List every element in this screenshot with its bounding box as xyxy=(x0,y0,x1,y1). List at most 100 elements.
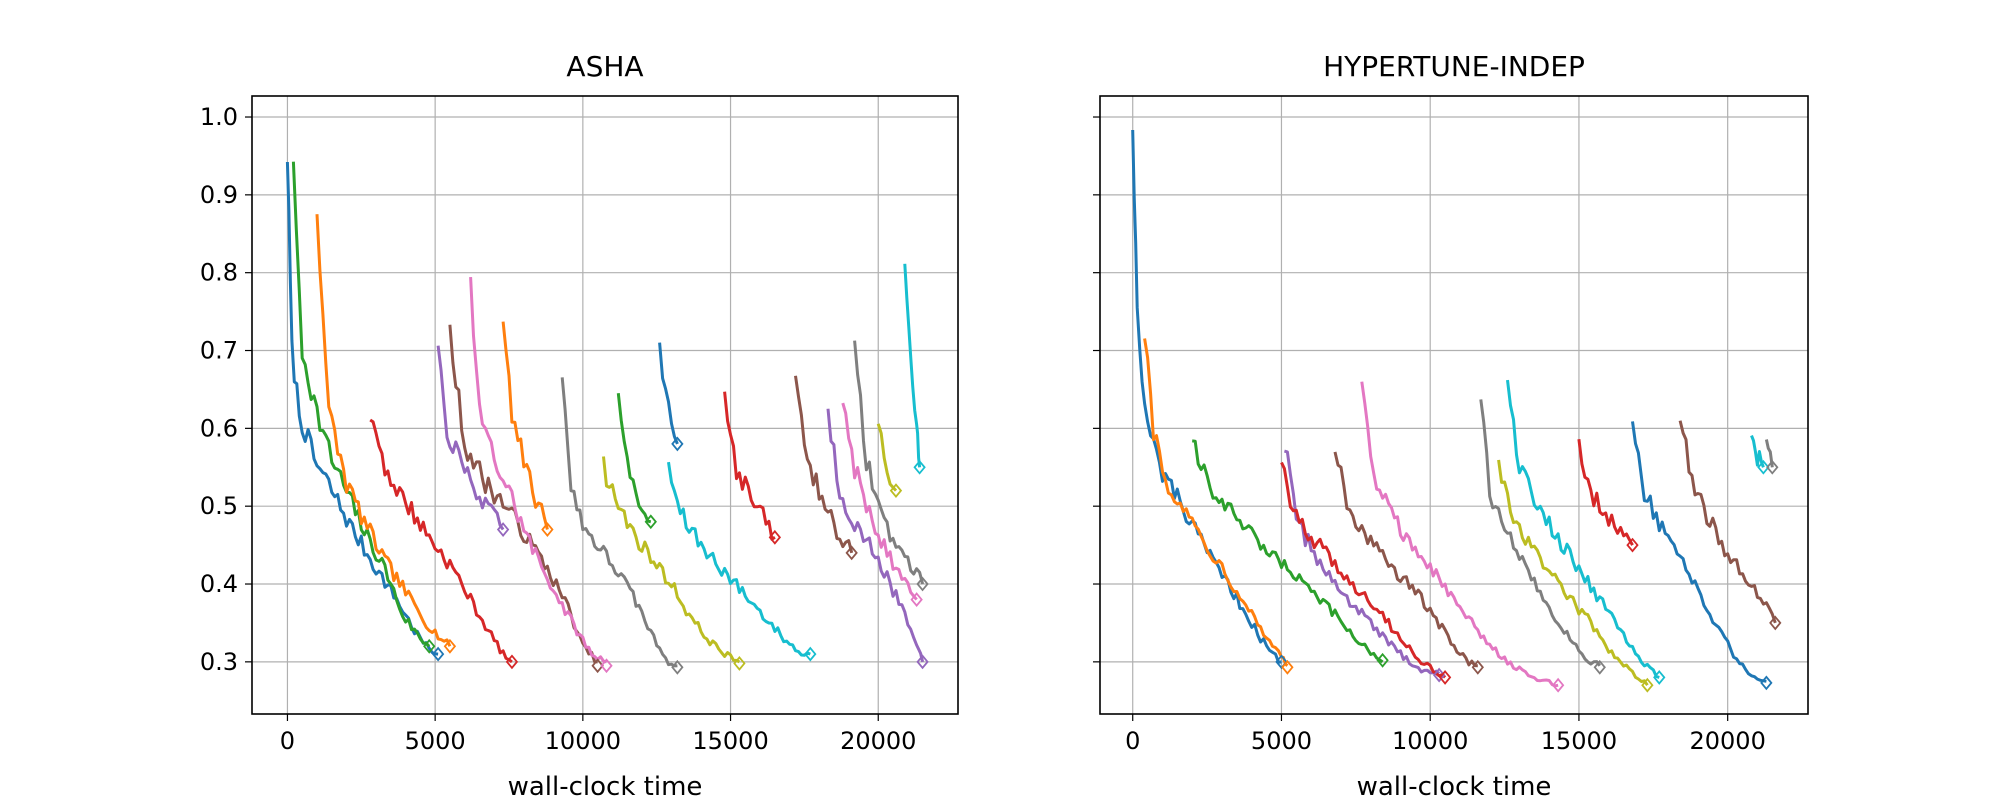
series-line xyxy=(853,340,925,585)
y-tick-label: 0.3 xyxy=(200,648,238,676)
series-line xyxy=(667,461,811,657)
series-line xyxy=(469,277,607,664)
chart-panel-asha: ASHA 0 5000 10000 15000 20000 0.30.40.50.60.… xyxy=(200,50,959,800)
series-layer xyxy=(1131,129,1777,688)
series-line xyxy=(315,214,452,647)
series-line xyxy=(1506,379,1660,679)
x-tick-label: 0 xyxy=(280,727,295,755)
y-axis xyxy=(1093,116,1100,663)
y-tick-label: 0.8 xyxy=(200,259,238,287)
series-end-marker xyxy=(541,522,554,537)
y-tick-label: 0.9 xyxy=(200,181,238,209)
series-line xyxy=(1497,459,1649,687)
series-line xyxy=(1131,129,1282,664)
series-end-marker xyxy=(443,638,457,654)
series-end-marker xyxy=(916,576,929,592)
series-line xyxy=(1750,435,1765,468)
x-tick-label: 15000 xyxy=(1541,727,1617,755)
series-line xyxy=(1631,421,1767,683)
series-end-marker xyxy=(1653,670,1666,685)
series-line xyxy=(291,161,431,648)
series-end-marker xyxy=(1471,659,1484,675)
series-line xyxy=(903,263,922,468)
x-tick-label: 10000 xyxy=(1392,727,1468,755)
series-end-marker xyxy=(591,658,604,674)
series-line xyxy=(369,418,513,664)
series-end-marker xyxy=(768,529,782,545)
plot-frame xyxy=(251,95,959,715)
x-axis: 0 5000 10000 15000 20000 xyxy=(280,714,916,755)
series-line xyxy=(616,393,652,524)
series-line xyxy=(285,161,439,656)
series-line xyxy=(1577,439,1634,546)
series-end-marker xyxy=(1376,652,1389,668)
series-end-marker xyxy=(644,514,657,530)
y-tick-label: 0.4 xyxy=(200,570,238,598)
series-end-marker xyxy=(671,659,684,675)
plot-frame xyxy=(1099,95,1809,715)
series-end-marker xyxy=(1432,667,1446,683)
series-line xyxy=(658,342,679,445)
series-end-marker xyxy=(1757,459,1770,475)
x-axis-label: wall-clock time xyxy=(1357,772,1552,800)
series-end-marker xyxy=(1769,615,1782,631)
series-end-marker xyxy=(496,522,510,537)
chart-panel-hypertune-indep: HYPERTUNE-INDEP 0 5000 10000 15000 20000 wal… xyxy=(1093,50,1809,800)
series-end-marker xyxy=(671,436,684,452)
x-tick-label: 15000 xyxy=(692,727,768,755)
x-tick-label: 20000 xyxy=(840,727,916,755)
series-line xyxy=(794,375,854,554)
series-line xyxy=(826,408,925,663)
series-line xyxy=(501,321,549,530)
series-line xyxy=(841,402,918,601)
y-axis: 0.3 0.4 0.5 0.6 0.7 0.8 0.9 1.0 xyxy=(200,103,252,676)
series-line xyxy=(1143,338,1289,667)
series-end-marker xyxy=(431,646,445,662)
chart-title: ASHA xyxy=(566,50,643,83)
series-line xyxy=(723,391,776,541)
series-line xyxy=(560,377,678,668)
chart-title: HYPERTUNE-INDEP xyxy=(1323,50,1585,83)
series-end-marker xyxy=(889,483,903,499)
x-tick-label: 5000 xyxy=(405,727,466,755)
y-tick-label: 0.5 xyxy=(200,492,238,520)
x-axis: 0 5000 10000 15000 20000 xyxy=(1125,714,1766,755)
series-line xyxy=(1284,449,1441,675)
y-tick-label: 1.0 xyxy=(200,103,238,131)
series-end-marker xyxy=(913,459,926,475)
y-tick-label: 0.7 xyxy=(200,337,238,365)
series-end-marker xyxy=(1626,537,1639,553)
series-end-marker xyxy=(1438,670,1452,685)
series-end-marker xyxy=(733,656,746,671)
series-end-marker xyxy=(804,646,817,662)
series-end-marker xyxy=(505,654,519,670)
series-end-marker xyxy=(1766,459,1779,475)
series-end-marker xyxy=(845,545,858,561)
series-end-marker xyxy=(600,658,613,674)
series-line xyxy=(1360,381,1559,688)
series-end-marker xyxy=(910,592,923,607)
marker-layer xyxy=(423,436,929,675)
series-line xyxy=(1764,439,1774,468)
series-line xyxy=(876,423,898,492)
series-line xyxy=(1280,461,1447,679)
series-line xyxy=(1333,451,1478,668)
series-line xyxy=(1479,399,1602,667)
series-end-marker xyxy=(1641,677,1654,693)
series-layer xyxy=(285,161,925,668)
series-end-marker xyxy=(423,638,436,654)
x-tick-label: 20000 xyxy=(1690,727,1766,755)
grid xyxy=(252,96,958,714)
marker-layer xyxy=(1275,459,1782,693)
series-line xyxy=(1192,439,1384,664)
series-end-marker xyxy=(1760,675,1773,691)
series-end-marker xyxy=(1275,654,1288,670)
series-end-marker xyxy=(1281,659,1294,675)
x-axis-label: wall-clock time xyxy=(508,772,703,800)
series-end-marker xyxy=(1551,677,1565,693)
x-tick-label: 0 xyxy=(1125,727,1140,755)
y-tick-label: 0.6 xyxy=(200,414,238,442)
series-end-marker xyxy=(1593,659,1606,675)
x-tick-label: 5000 xyxy=(1251,727,1312,755)
